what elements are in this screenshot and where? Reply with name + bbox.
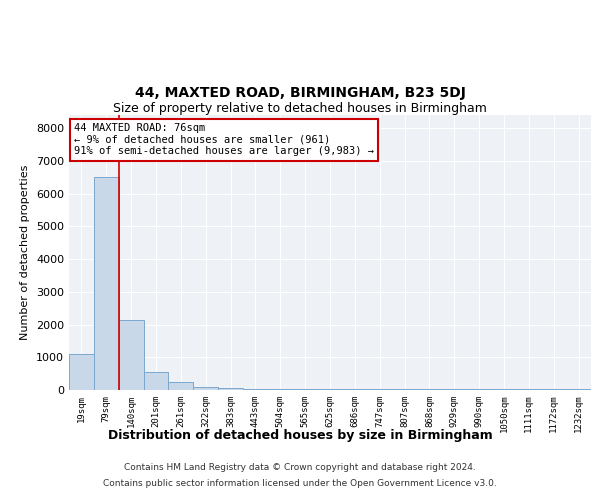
- Bar: [491, 389, 517, 390]
- Text: 44 MAXTED ROAD: 76sqm
← 9% of detached houses are smaller (961)
91% of semi-deta: 44 MAXTED ROAD: 76sqm ← 9% of detached h…: [74, 123, 374, 156]
- Bar: [169, 382, 193, 390]
- Bar: [293, 389, 317, 390]
- Bar: [367, 389, 392, 390]
- Bar: [317, 389, 343, 390]
- Bar: [218, 388, 243, 390]
- Text: Contains HM Land Registry data © Crown copyright and database right 2024.: Contains HM Land Registry data © Crown c…: [124, 464, 476, 472]
- Bar: [392, 389, 417, 390]
- Bar: [442, 389, 467, 390]
- Bar: [143, 372, 169, 390]
- Y-axis label: Number of detached properties: Number of detached properties: [20, 165, 31, 340]
- Bar: [268, 389, 293, 390]
- Bar: [467, 389, 491, 390]
- Bar: [94, 177, 119, 390]
- Bar: [243, 389, 268, 390]
- Bar: [541, 389, 566, 390]
- Bar: [343, 389, 367, 390]
- Text: 44, MAXTED ROAD, BIRMINGHAM, B23 5DJ: 44, MAXTED ROAD, BIRMINGHAM, B23 5DJ: [134, 86, 466, 100]
- Bar: [119, 320, 143, 390]
- Bar: [417, 389, 442, 390]
- Bar: [517, 389, 541, 390]
- Bar: [69, 354, 94, 390]
- Text: Distribution of detached houses by size in Birmingham: Distribution of detached houses by size …: [107, 430, 493, 442]
- Bar: [193, 386, 218, 390]
- Text: Contains public sector information licensed under the Open Government Licence v3: Contains public sector information licen…: [103, 478, 497, 488]
- Bar: [566, 389, 591, 390]
- Text: Size of property relative to detached houses in Birmingham: Size of property relative to detached ho…: [113, 102, 487, 115]
